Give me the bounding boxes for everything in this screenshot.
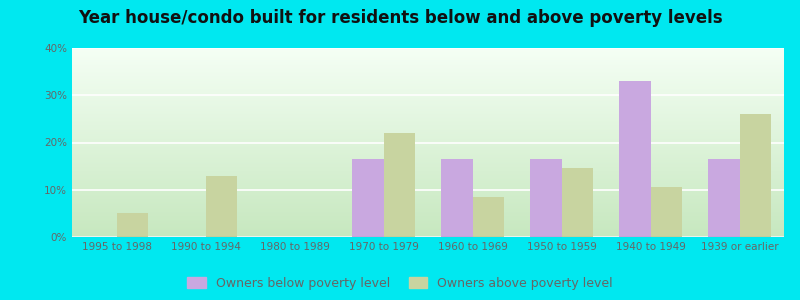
Bar: [650, 188, 682, 237]
Bar: [383, 133, 414, 237]
Bar: [206, 176, 237, 237]
Bar: [117, 213, 148, 237]
Bar: [562, 169, 593, 237]
Bar: [619, 81, 650, 237]
Bar: [739, 114, 770, 237]
Text: Year house/condo built for residents below and above poverty levels: Year house/condo built for residents bel…: [78, 9, 722, 27]
Bar: [708, 159, 739, 237]
Legend: Owners below poverty level, Owners above poverty level: Owners below poverty level, Owners above…: [183, 273, 617, 294]
Bar: [442, 159, 473, 237]
Bar: [473, 197, 504, 237]
Bar: [530, 159, 562, 237]
Bar: [352, 159, 383, 237]
